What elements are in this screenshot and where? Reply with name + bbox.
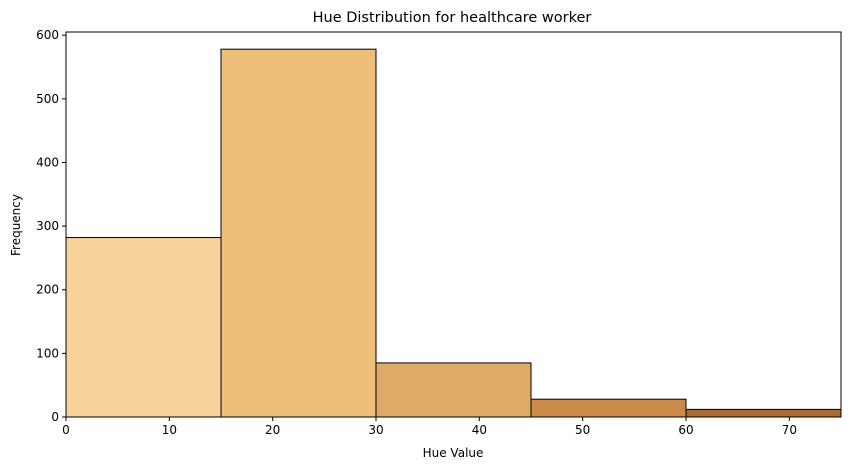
x-tick-label: 50: [575, 423, 590, 437]
histogram-bar-2: [220, 48, 377, 418]
x-tick-label: 20: [265, 423, 280, 437]
histogram-bar-1: [65, 237, 222, 418]
bars-group: [65, 48, 842, 418]
chart-title: Hue Distribution for healthcare worker: [313, 10, 592, 26]
y-tick-label: 0: [51, 410, 59, 424]
y-tick-label: 300: [36, 219, 59, 233]
y-tick-label: 100: [36, 346, 59, 360]
x-axis-ticks: 0 10 20 30 40 50 60 70: [62, 417, 797, 437]
x-tick-label: 30: [368, 423, 383, 437]
plot-frame: [65, 31, 842, 418]
histogram-bar-3: [375, 362, 532, 418]
x-tick-label: 0: [62, 423, 70, 437]
y-axis-label: Frequency: [9, 194, 23, 256]
histogram-bar-5: [685, 408, 842, 418]
y-tick-label: 400: [36, 155, 59, 169]
x-tick-label: 10: [162, 423, 177, 437]
x-tick-label: 60: [678, 423, 693, 437]
x-axis-label: Hue Value: [423, 446, 484, 460]
y-tick-label: 600: [36, 28, 59, 42]
y-tick-label: 500: [36, 92, 59, 106]
y-tick-label: 200: [36, 283, 59, 297]
x-tick-label: 70: [782, 423, 797, 437]
y-axis-ticks: 0 100 200 300 400 500 600: [36, 28, 66, 424]
x-tick-label: 40: [472, 423, 487, 437]
histogram-bar-4: [530, 398, 687, 418]
